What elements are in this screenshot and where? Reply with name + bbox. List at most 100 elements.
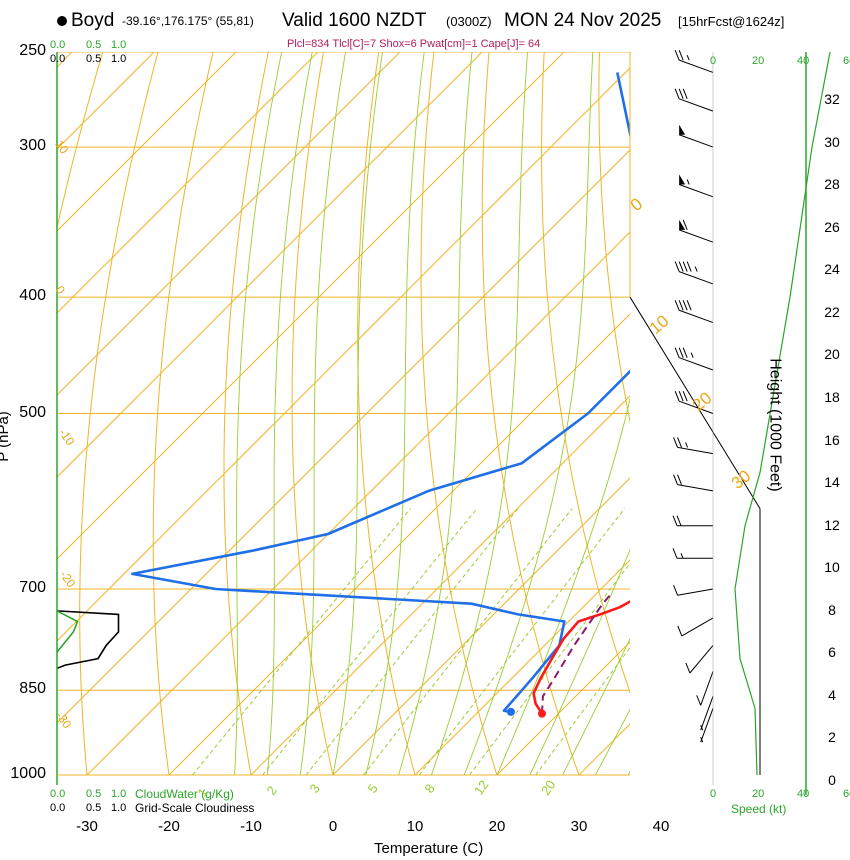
wind-barb-shaft bbox=[677, 446, 714, 455]
mixing-ratio-line bbox=[363, 508, 573, 775]
cloudiness-tick-label-bottom: 0.5 bbox=[86, 802, 102, 814]
moist-adiabat-line bbox=[266, 52, 313, 775]
station-name: Boyd bbox=[71, 10, 115, 31]
wind-barb-shaft bbox=[700, 708, 714, 743]
cloudwater-tick-label-top: 1.0 bbox=[111, 39, 127, 51]
wind-barb-shaft bbox=[679, 184, 714, 198]
wind-barb-flag bbox=[677, 625, 683, 637]
height-profile-line bbox=[734, 51, 831, 776]
speed-tick-label-bottom: 0 bbox=[710, 788, 717, 800]
wind-barb-flag bbox=[685, 662, 691, 674]
wind-barb-flag bbox=[682, 88, 688, 99]
wind-barb-shaft bbox=[679, 229, 714, 243]
mixing-ratio-line bbox=[262, 508, 478, 775]
wind-barb-flag bbox=[682, 300, 688, 311]
mixing-ratio-line bbox=[192, 508, 411, 775]
dry-adiabat-line bbox=[540, 52, 630, 694]
dry-adiabat-line bbox=[598, 52, 630, 425]
moist-adiabat-line bbox=[595, 708, 630, 775]
wind-barb-shaft bbox=[681, 617, 714, 637]
wind-barb-shaft bbox=[677, 484, 714, 492]
sounding-parameters: Plcl=834 Tlcl[C]=7 Shox=6 Pwat[cm]=1 Cap… bbox=[287, 38, 541, 50]
moist-adiabat-line bbox=[234, 52, 283, 775]
mixing-ratio-line bbox=[305, 508, 519, 775]
wind-barb-half-flag bbox=[680, 553, 684, 559]
wind-barb-flag bbox=[682, 347, 688, 358]
wind-barb-half-flag bbox=[694, 266, 698, 272]
speed-tick-label-bottom: 60 bbox=[843, 788, 850, 800]
moist-adiabat-line bbox=[529, 548, 630, 775]
surface-dewpoint-marker bbox=[506, 707, 515, 716]
moist-adiabat-line bbox=[463, 52, 594, 775]
temperature-tick-label: -30 bbox=[76, 818, 98, 835]
parcel-line bbox=[541, 592, 613, 714]
wind-barb-shaft bbox=[679, 271, 714, 285]
cloudwater-tick-label-bottom: 0.5 bbox=[86, 788, 102, 800]
moist-adiabat-line bbox=[332, 52, 383, 775]
wind-barb bbox=[674, 88, 714, 112]
height-tick-label: 8 bbox=[828, 601, 836, 618]
cloudwater-tick-label-bottom: 1.0 bbox=[111, 788, 127, 800]
wind-barb-flag bbox=[686, 300, 692, 311]
wind-barb-shaft bbox=[679, 357, 714, 371]
wind-barb bbox=[679, 219, 714, 243]
dry-adiabat-line bbox=[420, 52, 498, 775]
temperature-tick-label: 10 bbox=[406, 818, 424, 835]
wind-barb-half-flag bbox=[700, 724, 704, 731]
wind-barb-shaft bbox=[677, 588, 714, 596]
isotherm-line bbox=[57, 149, 630, 724]
isotherm-line bbox=[57, 52, 319, 314]
height-tick-label: 28 bbox=[824, 176, 840, 193]
wind-barb-flag bbox=[682, 219, 688, 231]
isotherm-line bbox=[86, 231, 630, 775]
cloudiness-line bbox=[57, 610, 120, 670]
height-tick-label: 10 bbox=[824, 559, 840, 576]
isotherm-line bbox=[743, 52, 850, 775]
wind-barb-flag bbox=[674, 88, 680, 99]
wind-barb-half-flag bbox=[685, 442, 689, 448]
wind-barb-flag bbox=[678, 88, 684, 99]
height-tick-label: 16 bbox=[824, 431, 840, 448]
dry-adiabat-line bbox=[820, 52, 850, 775]
wind-barb bbox=[674, 261, 714, 285]
wind-barb-flag bbox=[673, 437, 679, 448]
surface-temperature-marker bbox=[537, 709, 546, 718]
temperature-tick-label: 0 bbox=[328, 818, 338, 835]
temperature-axis-label: Temperature (C) bbox=[374, 840, 484, 857]
dry-adiabat-line bbox=[223, 52, 269, 775]
moist-adiabat-line bbox=[627, 770, 630, 775]
wind-barb-flag bbox=[678, 49, 684, 61]
isotherm-line bbox=[414, 559, 630, 775]
wind-barb-flag bbox=[674, 300, 680, 311]
speed-axis-label: Speed (kt) bbox=[731, 802, 787, 816]
valid-time-utc: (0300Z) bbox=[446, 14, 492, 29]
forecast-run: [15hrFcst@1624z] bbox=[678, 14, 785, 29]
cloudwater-tick-label-bottom: 0.0 bbox=[50, 788, 66, 800]
pressure-tick-label: 850 bbox=[19, 680, 46, 698]
dry-adiabat-line bbox=[79, 52, 159, 775]
mixing-ratio-line bbox=[469, 562, 630, 775]
station-coords: -39.16°,176.175° (55,81) bbox=[122, 14, 254, 28]
height-tick-label: 32 bbox=[824, 91, 840, 107]
wind-barb-flag bbox=[674, 49, 680, 61]
cloudwater-tick-label-top: 0.5 bbox=[86, 39, 102, 51]
wind-barb-pennant bbox=[679, 124, 686, 135]
wind-barb bbox=[700, 708, 714, 743]
wind-barb bbox=[674, 49, 714, 73]
wind-barb-flag bbox=[674, 347, 680, 358]
isotherm-line bbox=[57, 52, 237, 232]
height-tick-label: 22 bbox=[824, 303, 840, 320]
dewpoint-line bbox=[131, 72, 630, 714]
wind-barb-pennant bbox=[679, 219, 686, 230]
wind-barb-flag bbox=[674, 261, 680, 272]
valid-time: Valid 1600 NZDT bbox=[282, 10, 427, 31]
wind-barb-half-flag bbox=[690, 352, 694, 358]
wind-barb-flag bbox=[677, 474, 683, 485]
height-tick-label: 4 bbox=[828, 686, 836, 703]
wind-barb-shaft bbox=[679, 59, 714, 73]
wind-barb-flag bbox=[696, 695, 702, 706]
isotherm-line bbox=[332, 477, 630, 775]
dry-adiabat-line bbox=[655, 52, 825, 775]
wind-barb-shaft bbox=[679, 400, 714, 414]
